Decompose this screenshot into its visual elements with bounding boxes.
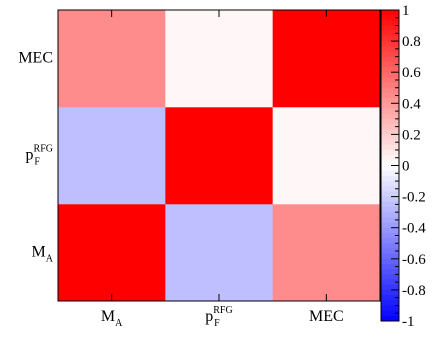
colorbar-segment	[381, 305, 399, 312]
colorbar-segment	[381, 92, 399, 99]
colorbar-segment	[381, 10, 399, 16]
heatmap-cells	[58, 10, 381, 302]
colorbar-tick-label: 1	[402, 3, 410, 19]
colorbar-segment	[381, 139, 399, 146]
colorbar-segment	[381, 258, 399, 265]
colorbar-segment	[381, 129, 399, 135]
x-axis-tick-marks	[111, 10, 327, 301]
y-axis-label: pRFG F	[26, 144, 53, 168]
colorbar-segment	[381, 310, 399, 317]
colorbar-segment	[381, 108, 399, 115]
x-axis-label: pRFG F	[205, 305, 232, 329]
heatmap-cell	[58, 10, 166, 108]
colorbar-segment	[381, 67, 399, 73]
colorbar-segment	[381, 212, 399, 218]
colorbar-tick-label: -1	[402, 314, 415, 330]
colorbar-segment	[381, 103, 399, 109]
colorbar-tick-label: 0	[402, 159, 410, 175]
heatmap-cell	[165, 204, 273, 302]
heatmap-cell	[272, 204, 381, 302]
colorbar-tick-label: 0.2	[402, 127, 421, 143]
colorbar-segment	[381, 181, 399, 187]
colorbar-segment	[381, 222, 399, 229]
x-axis-labels: MA pRFG F MEC	[101, 305, 344, 329]
colorbar-segment	[381, 41, 399, 47]
colorbar-segment	[381, 72, 399, 78]
colorbar-segment	[381, 279, 399, 286]
colorbar-segment	[381, 165, 399, 172]
y-axis-label: MEC	[18, 50, 53, 67]
colorbar-segment	[381, 77, 399, 83]
colorbar-segment	[381, 175, 399, 182]
colorbar-tick-label: 0.4	[402, 96, 421, 112]
colorbar-tick-label: -0.4	[402, 221, 426, 237]
colorbar-segment	[381, 238, 399, 244]
colorbar-segment	[381, 98, 399, 104]
colorbar-segment	[381, 15, 399, 21]
colorbar-segment	[381, 46, 399, 52]
colorbar-segment	[381, 243, 399, 249]
colorbar-segment	[381, 227, 399, 234]
colorbar-segment	[381, 295, 399, 301]
heatmap-cell	[165, 107, 273, 205]
colorbar-segment	[381, 284, 399, 291]
colorbar-segment	[381, 289, 399, 296]
heatmap-cell	[58, 107, 166, 205]
colorbar-segment	[381, 51, 399, 58]
y-axis-labels: MA pRFG F MEC	[18, 50, 53, 265]
colorbar-segment	[381, 217, 399, 223]
colorbar-tick-label: 0.8	[402, 34, 421, 50]
colorbar-segment	[381, 248, 399, 255]
heatmap-cell	[58, 204, 166, 302]
colorbar-segment	[381, 124, 399, 130]
heatmap-cell	[272, 107, 381, 205]
colorbar-segment	[381, 134, 399, 140]
colorbar-segment	[381, 87, 399, 94]
heatmap-cell	[272, 10, 381, 108]
colorbar-segment	[381, 118, 399, 125]
colorbar-segment	[381, 144, 399, 151]
colorbar-segment	[381, 113, 399, 120]
x-axis-label: MA	[101, 308, 123, 329]
colorbar-segment	[381, 20, 399, 26]
colorbar-tick-label: -0.8	[402, 283, 426, 299]
colorbar-segment	[381, 160, 399, 166]
colorbar-segment	[381, 170, 399, 177]
colorbar-segment	[381, 201, 399, 208]
colorbar-segment	[381, 61, 399, 68]
colorbar-segment	[381, 315, 399, 322]
colorbar-tick-label: -0.6	[402, 252, 426, 268]
colorbar-segment	[381, 206, 399, 213]
colorbar-segment	[381, 35, 399, 42]
colorbar-segment	[381, 191, 399, 197]
colorbar-segment	[381, 186, 399, 192]
colorbar-tick-label: 0.6	[402, 65, 421, 81]
heatmap-cell	[165, 10, 273, 108]
colorbar-segment	[381, 56, 399, 63]
colorbar	[380, 9, 400, 322]
colorbar-segment	[381, 25, 399, 32]
colorbar-segment	[381, 82, 399, 89]
colorbar-segment	[381, 253, 399, 260]
colorbar-segment	[381, 263, 399, 270]
colorbar-ticks: 1 0.8 0.6 0.4 0.2 0 -0.2 -0.4 -0.6 -0.8 -1	[391, 3, 426, 330]
colorbar-segment	[381, 196, 399, 203]
colorbar-segment	[381, 300, 399, 306]
colorbar-segment	[381, 232, 399, 239]
y-axis-label: MA	[32, 244, 54, 265]
colorbar-segment	[381, 269, 399, 275]
colorbar-segment	[381, 155, 399, 161]
x-axis-label: MEC	[309, 308, 344, 325]
colorbar-tick-label: -0.2	[402, 190, 426, 206]
colorbar-segment	[381, 30, 399, 37]
colorbar-segment	[381, 149, 399, 156]
colorbar-segment	[381, 274, 399, 280]
